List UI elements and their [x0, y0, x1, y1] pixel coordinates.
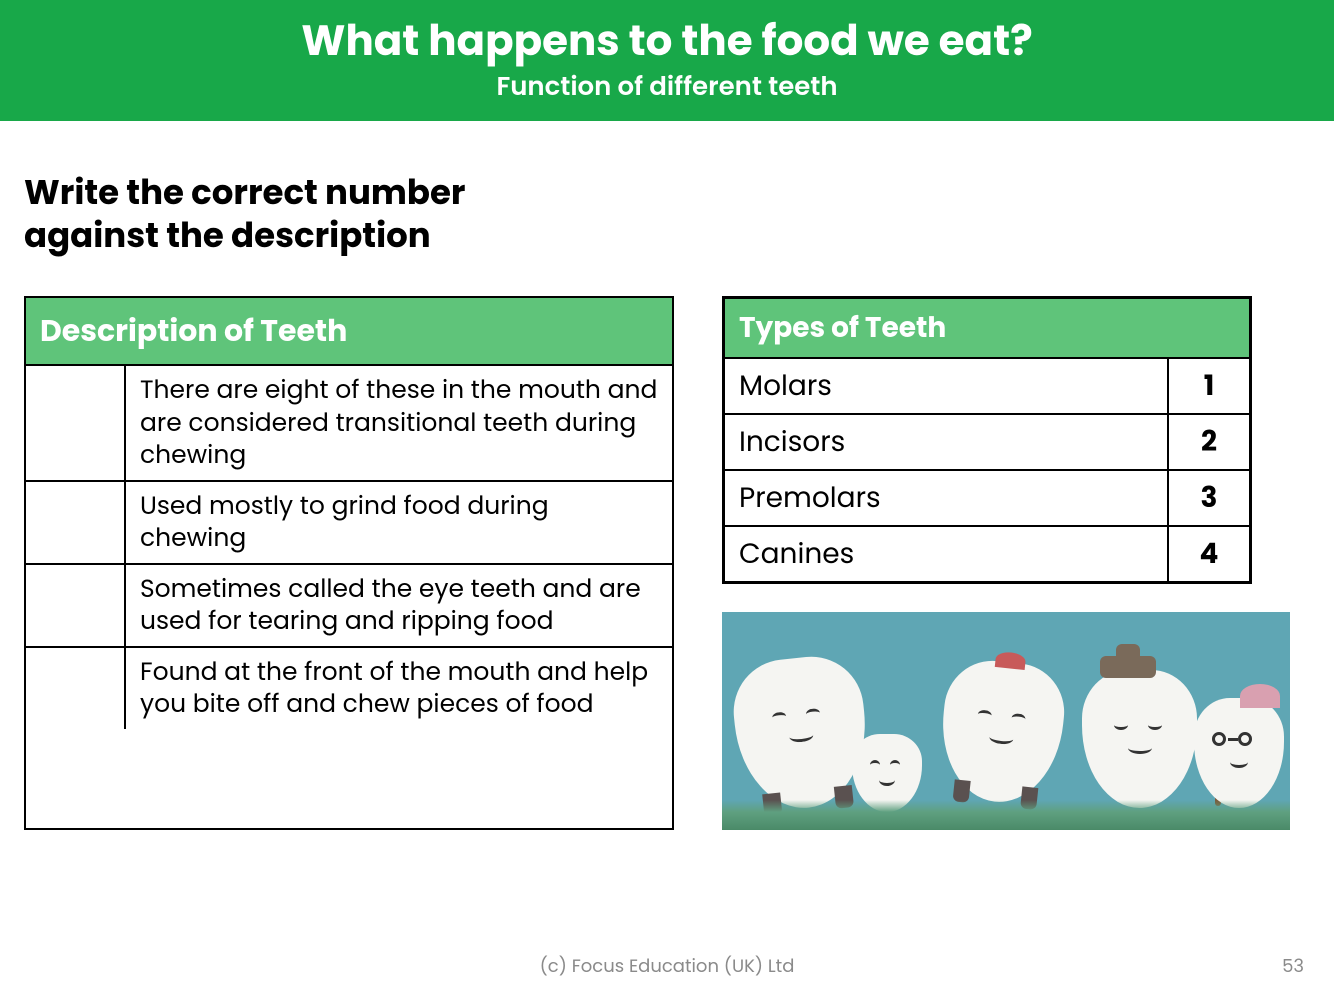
description-cell: Found at the front of the mouth and help… [126, 648, 672, 729]
grass-strip [722, 800, 1290, 830]
footer-copyright: (c) Focus Education (UK) Ltd [0, 953, 1334, 980]
page-number: 53 [1282, 953, 1304, 980]
tooth-icon [729, 652, 874, 815]
description-cell: Sometimes called the eye teeth and are u… [126, 565, 672, 646]
header-subtitle: Function of different teeth [0, 68, 1334, 107]
types-table-header: Types of Teeth [725, 299, 1249, 357]
description-header-text: Description of Teeth [40, 309, 347, 352]
table-row: There are eight of these in the mouth an… [26, 364, 672, 480]
tooth-icon [935, 656, 1069, 808]
table-row: Found at the front of the mouth and help… [26, 646, 672, 729]
table-row: Premolars 3 [725, 469, 1249, 525]
slide-header: What happens to the food we eat? Functio… [0, 0, 1334, 121]
tooth-type-name: Incisors [725, 415, 1169, 469]
instruction-line1: Write the correct number [24, 171, 1334, 214]
instruction-line2: against the description [24, 214, 1334, 257]
tooth-icon [1082, 670, 1197, 808]
content-area: Description of Teeth There are eight of … [0, 296, 1334, 830]
description-table-header: Description of Teeth [26, 298, 672, 364]
tooth-icon [1194, 698, 1284, 808]
tooth-type-number: 1 [1169, 359, 1249, 413]
types-header-text: Types of Teeth [739, 308, 946, 347]
tooth-type-number: 4 [1169, 527, 1249, 581]
answer-cell[interactable] [26, 482, 126, 563]
tooth-type-number: 2 [1169, 415, 1249, 469]
table-row: Incisors 2 [725, 413, 1249, 469]
answer-cell[interactable] [26, 366, 126, 480]
table-row: Molars 1 [725, 357, 1249, 413]
tooth-type-name: Canines [725, 527, 1169, 581]
table-row: Sometimes called the eye teeth and are u… [26, 563, 672, 646]
header-title: What happens to the food we eat? [0, 18, 1334, 64]
answer-cell[interactable] [26, 565, 126, 646]
description-cell: Used mostly to grind food during chewing [126, 482, 672, 563]
table-row: Used mostly to grind food during chewing [26, 480, 672, 563]
table-row: Canines 4 [725, 525, 1249, 581]
tooth-type-name: Molars [725, 359, 1169, 413]
types-table: Types of Teeth Molars 1 Incisors 2 Premo… [722, 296, 1252, 584]
instruction-text: Write the correct number against the des… [24, 171, 1334, 256]
teeth-cartoon-image [722, 612, 1290, 830]
tooth-type-number: 3 [1169, 471, 1249, 525]
right-column: Types of Teeth Molars 1 Incisors 2 Premo… [722, 296, 1310, 830]
description-cell: There are eight of these in the mouth an… [126, 366, 672, 480]
tooth-type-name: Premolars [725, 471, 1169, 525]
answer-cell[interactable] [26, 648, 126, 729]
description-table: Description of Teeth There are eight of … [24, 296, 674, 830]
